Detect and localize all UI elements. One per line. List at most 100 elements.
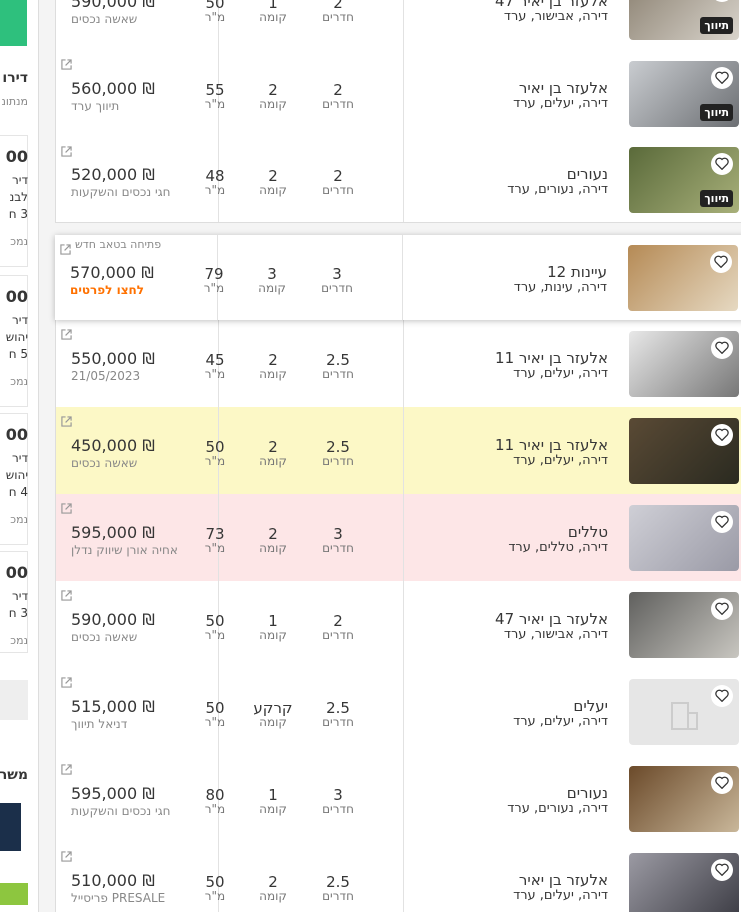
favorite-button[interactable]	[711, 771, 733, 794]
listing-size: 48	[205, 166, 225, 185]
listing-floor: 1	[268, 785, 278, 804]
listing-row[interactable]: נעורים דירה, נעורים, ערד 3 חדרים 1 קומה 80 מ"ר ₪…	[55, 755, 741, 843]
listing-address: דירה, יעלים, ערד	[513, 452, 608, 468]
sidebar: דירו מנתונ משר 00 דיר לבנ 3 ח נמכ 00 דיר יהוש 5 …	[0, 0, 39, 912]
listing-rooms: 2	[333, 0, 343, 12]
listing-floor: 2	[268, 80, 278, 99]
external-link-icon	[61, 146, 72, 157]
listing-image	[629, 417, 739, 484]
divider	[403, 50, 404, 137]
divider	[403, 755, 404, 842]
external-link-icon	[61, 590, 72, 601]
open-new-tab[interactable]	[61, 142, 72, 161]
favorite-button[interactable]	[711, 858, 733, 881]
listing-floor: 2	[268, 350, 278, 369]
listing-price: ₪ 560,000	[71, 78, 155, 98]
open-new-tab[interactable]	[61, 325, 72, 344]
listing-size: 50	[205, 611, 225, 630]
favorite-button[interactable]	[711, 66, 733, 89]
listing-row[interactable]: תיווך אלעזר בן יאיר 47 דירה, אבישור, ערד 2 ח…	[55, 0, 741, 51]
listing-address: דירה, יעלים, ערד	[513, 713, 608, 729]
listing-image	[629, 591, 739, 658]
heart-icon	[715, 602, 729, 615]
listing-floor: 1	[268, 0, 278, 12]
listing-address: דירה, אבישור, ערד	[503, 8, 608, 24]
floor-label: קומה	[259, 888, 287, 903]
heart-icon	[715, 71, 729, 84]
listing-row[interactable]: אלעזר בן יאיר 11 דירה, יעלים, ערד 2.5 חדרים…	[55, 320, 741, 408]
card-price: 00	[5, 147, 28, 166]
favorite-button[interactable]	[711, 152, 733, 175]
listing-row[interactable]: אלעזר בן יאיר 47 דירה, אבישור, ערד 2 חדרים 1…	[55, 581, 741, 669]
divider	[403, 320, 404, 407]
floor-label: קומה	[259, 453, 287, 468]
divider	[403, 668, 404, 755]
size-label: מ"ר	[204, 801, 226, 816]
open-new-tab[interactable]	[61, 847, 72, 866]
card-price: 00	[5, 287, 28, 306]
heart-icon	[715, 157, 729, 170]
listing-rooms: 3	[332, 264, 342, 283]
open-new-tab[interactable]	[60, 240, 71, 259]
divider	[403, 137, 404, 222]
open-new-tab[interactable]	[61, 586, 72, 605]
favorite-button[interactable]	[711, 684, 733, 707]
divider	[218, 137, 219, 222]
listing-address: דירה, יעלים, ערד	[513, 887, 608, 903]
rooms-label: חדרים	[322, 627, 354, 642]
favorite-button[interactable]	[711, 423, 733, 446]
listing-title: אלעזר בן יאיר 47	[495, 609, 608, 628]
listing-agency: לחצו לפרטים	[70, 282, 145, 297]
card-line: לבנ	[9, 190, 28, 204]
listing-image	[629, 330, 739, 397]
listing-tag: תיווך	[700, 16, 733, 34]
external-link-icon	[61, 416, 72, 427]
listing-row[interactable]: תיווך נעורים דירה, נעורים, ערד 2 חדרים 2 קומה 4…	[55, 137, 741, 223]
favorite-button[interactable]	[711, 510, 733, 533]
floor-label: קומה	[259, 540, 287, 555]
listing-price: ₪ 590,000	[71, 0, 155, 11]
listing-title: נעורים	[566, 783, 608, 802]
listing-price: ₪ 515,000	[71, 696, 155, 716]
card-line: דיר	[11, 173, 28, 187]
listing-floor: 1	[268, 611, 278, 630]
listing-agency: שאשה נכסים	[71, 11, 138, 26]
favorite-button[interactable]	[711, 0, 733, 2]
card-line: דיר	[11, 589, 28, 603]
listing-address: דירה, אבישור, ערד	[503, 626, 608, 642]
new-tab-note: פתיחה בטאב חדש	[75, 238, 162, 251]
divider	[403, 842, 404, 912]
listing-row[interactable]: אלעזר בן יאיר 11 דירה, יעלים, ערד 2.5 חדרים…	[55, 407, 741, 495]
listing-price: ₪ 450,000	[71, 435, 155, 455]
listing-price: ₪ 550,000	[71, 348, 155, 368]
rooms-label: חדרים	[321, 280, 353, 295]
listing-floor: 3	[267, 264, 277, 283]
card-line: 4 ח	[8, 485, 28, 499]
listing-address: דירה, נעורים, ערד	[507, 181, 608, 197]
listing-image: תיווך	[629, 146, 739, 213]
favorite-button[interactable]	[711, 336, 733, 359]
card-price: 00	[5, 425, 28, 444]
card-line: דיר	[11, 451, 28, 465]
external-link-icon	[61, 851, 72, 862]
listing-agency: חגי נכסים והשקעות	[71, 803, 171, 818]
divider	[218, 50, 219, 137]
open-new-tab[interactable]	[61, 412, 72, 431]
listing-row[interactable]: תיווך אלעזר בן יאיר דירה, יעלים, ערד 2 חדרים…	[55, 50, 741, 138]
open-new-tab[interactable]	[61, 673, 72, 692]
open-new-tab[interactable]	[61, 55, 72, 74]
favorite-button[interactable]	[711, 597, 733, 620]
open-new-tab[interactable]	[61, 760, 72, 779]
divider	[217, 235, 218, 320]
sidebar-subtitle: מנתונ	[1, 95, 28, 108]
card-line: 3 ח	[8, 606, 28, 620]
listing-row[interactable]: עיינות 12 דירה, עינות, ערד 3 חדרים 3 קומה 79 מ"…	[55, 235, 741, 320]
favorite-button[interactable]	[710, 250, 732, 273]
open-new-tab[interactable]	[61, 499, 72, 518]
sidebar-button[interactable]	[0, 680, 28, 720]
listing-row[interactable]: טללים דירה, טללים, ערד 3 חדרים 2 קומה 73 מ"ר ₪ 5…	[55, 494, 741, 582]
listing-title: אלעזר בן יאיר	[518, 78, 608, 97]
card-line: דיר	[11, 313, 28, 327]
listing-row[interactable]: יעלים דירה, יעלים, ערד 2.5 חדרים קרקע קומה 50 מ…	[55, 668, 741, 756]
listing-row[interactable]: אלעזר בן יאיר דירה, יעלים, ערד 2.5 חדרים 2 קו…	[55, 842, 741, 912]
